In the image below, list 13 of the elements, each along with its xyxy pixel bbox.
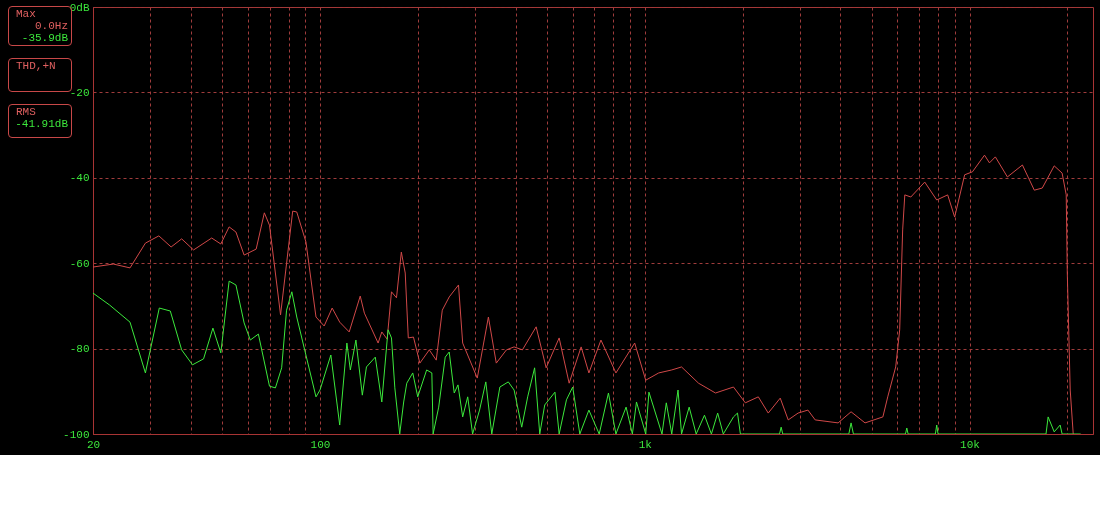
x-tick-label: 20	[86, 438, 101, 451]
y-tick-label: -80	[69, 343, 90, 356]
text: RMS -41.91dB	[14, 106, 68, 130]
y-tick-label: -100	[63, 428, 90, 441]
y-tick-label: -40	[69, 172, 90, 185]
y-tick-label: -20	[69, 86, 90, 99]
text: Max 0.0Hz -35.9dB	[15, 8, 68, 44]
y-tick-label: 0dB	[69, 1, 90, 14]
y-tick-label: -60	[69, 257, 90, 270]
x-tick-label: 100	[310, 438, 331, 451]
text: THD,+N	[15, 60, 57, 72]
x-tick-label: 1k	[638, 438, 653, 451]
x-tick-label: 10k	[960, 438, 981, 451]
